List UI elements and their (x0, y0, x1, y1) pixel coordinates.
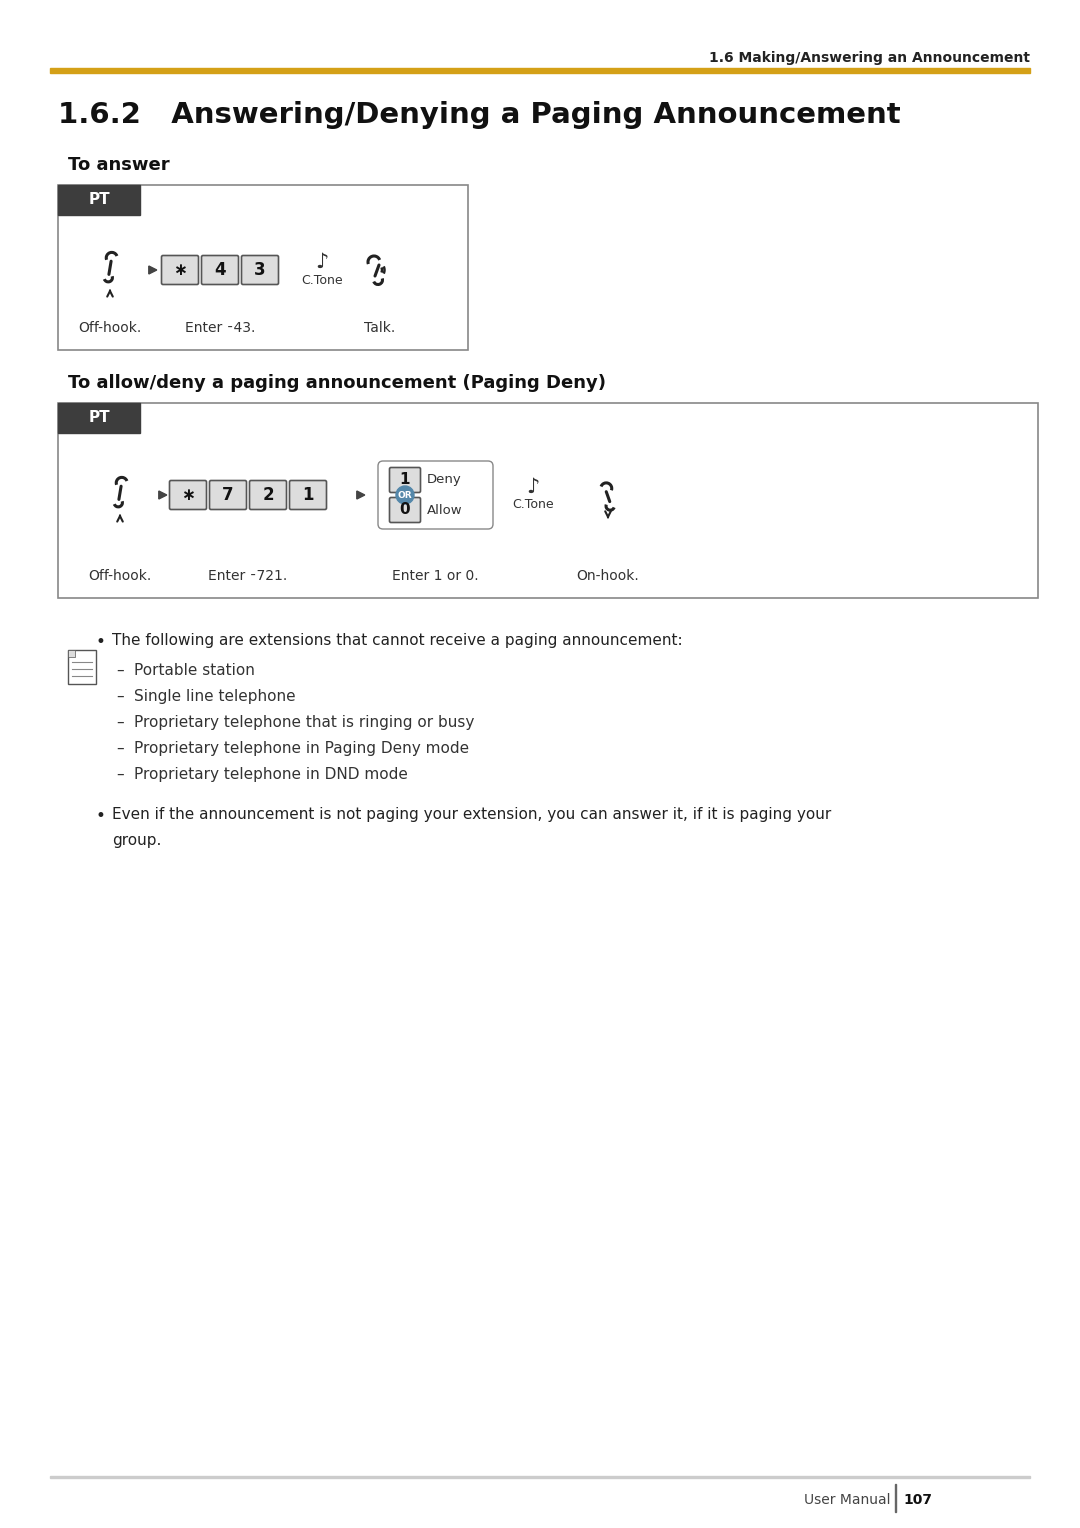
Text: Proprietary telephone in Paging Deny mode: Proprietary telephone in Paging Deny mod… (134, 741, 469, 756)
FancyBboxPatch shape (210, 480, 246, 509)
FancyBboxPatch shape (162, 255, 199, 284)
Text: Talk.: Talk. (364, 321, 395, 335)
Text: •: • (95, 633, 105, 651)
Text: PT: PT (89, 193, 110, 208)
Text: 2: 2 (262, 486, 274, 504)
Text: Proprietary telephone in DND mode: Proprietary telephone in DND mode (134, 767, 408, 782)
Text: •: • (95, 807, 105, 825)
Bar (58, 403, 140, 432)
Text: PT: PT (89, 411, 110, 425)
Text: –: – (117, 715, 124, 730)
FancyBboxPatch shape (242, 255, 279, 284)
Text: 1.6.2   Answering/Denying a Paging Announcement: 1.6.2 Answering/Denying a Paging Announc… (58, 101, 901, 128)
Text: –: – (117, 663, 124, 678)
Circle shape (396, 486, 414, 504)
Bar (58, 185, 140, 215)
Bar (68, 649, 96, 685)
Text: C.Tone: C.Tone (301, 274, 342, 287)
Text: 107: 107 (903, 1493, 932, 1507)
Polygon shape (149, 266, 157, 274)
FancyBboxPatch shape (249, 480, 286, 509)
Text: ∗: ∗ (173, 261, 187, 280)
Text: Even if the announcement is not paging your extension, you can answer it, if it : Even if the announcement is not paging y… (112, 807, 832, 822)
FancyBboxPatch shape (378, 461, 492, 529)
FancyBboxPatch shape (390, 498, 420, 523)
Text: Enter ⁃43.: Enter ⁃43. (185, 321, 255, 335)
Text: –: – (117, 741, 124, 756)
Text: 1.6 Making/Answering an Announcement: 1.6 Making/Answering an Announcement (708, 50, 1030, 66)
Polygon shape (159, 490, 166, 500)
Text: –: – (117, 689, 124, 704)
Text: 0: 0 (400, 503, 410, 518)
Polygon shape (356, 490, 365, 500)
Text: To allow/deny a paging announcement (Paging Deny): To allow/deny a paging announcement (Pag… (68, 374, 606, 393)
Text: group.: group. (112, 833, 161, 848)
Text: 3: 3 (254, 261, 266, 280)
Bar (58, 185, 468, 350)
Text: 1: 1 (400, 472, 410, 487)
Text: The following are extensions that cannot receive a paging announcement:: The following are extensions that cannot… (112, 633, 683, 648)
Text: Enter ⁃721.: Enter ⁃721. (208, 568, 287, 584)
Text: OR: OR (397, 490, 413, 500)
FancyBboxPatch shape (170, 480, 206, 509)
Text: C.Tone: C.Tone (512, 498, 554, 512)
Bar (50, 69, 1030, 73)
Text: Deny: Deny (427, 474, 462, 486)
Bar (68, 649, 75, 657)
Text: On-hook.: On-hook. (577, 568, 639, 584)
Text: Enter 1 or 0.: Enter 1 or 0. (392, 568, 478, 584)
Bar (895, 1484, 896, 1513)
Text: –: – (117, 767, 124, 782)
Text: User Manual: User Manual (804, 1493, 890, 1507)
Text: ♪: ♪ (315, 252, 328, 272)
Text: Allow: Allow (427, 504, 462, 516)
Text: Off-hook.: Off-hook. (89, 568, 151, 584)
Text: 1: 1 (302, 486, 314, 504)
Text: Off-hook.: Off-hook. (79, 321, 141, 335)
Text: 4: 4 (214, 261, 226, 280)
Text: Portable station: Portable station (134, 663, 255, 678)
FancyBboxPatch shape (289, 480, 326, 509)
Text: Proprietary telephone that is ringing or busy: Proprietary telephone that is ringing or… (134, 715, 474, 730)
FancyBboxPatch shape (202, 255, 239, 284)
Text: Single line telephone: Single line telephone (134, 689, 296, 704)
Bar (58, 403, 1038, 597)
Text: ∗: ∗ (181, 486, 194, 504)
Text: 7: 7 (222, 486, 233, 504)
Text: ♪: ♪ (526, 477, 540, 497)
Text: To answer: To answer (68, 156, 170, 174)
FancyBboxPatch shape (390, 468, 420, 492)
